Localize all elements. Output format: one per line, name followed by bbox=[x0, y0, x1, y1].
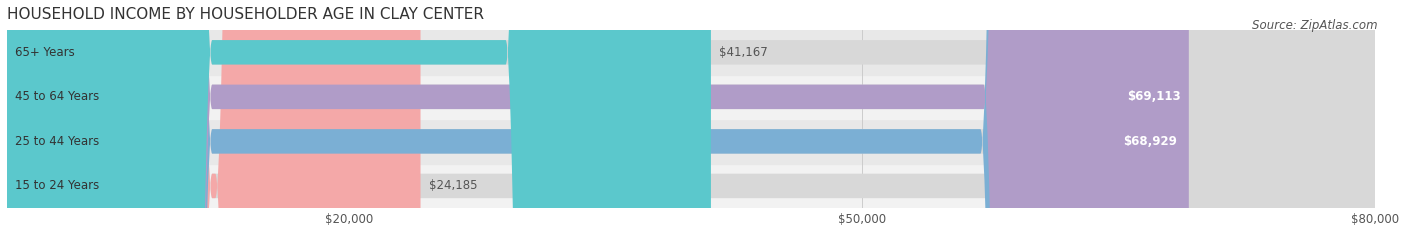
FancyBboxPatch shape bbox=[7, 0, 1375, 233]
Text: $41,167: $41,167 bbox=[720, 46, 768, 59]
Bar bbox=[7, 119, 1375, 164]
FancyBboxPatch shape bbox=[7, 0, 420, 233]
Text: 45 to 64 Years: 45 to 64 Years bbox=[15, 90, 100, 103]
Bar bbox=[7, 75, 1375, 119]
FancyBboxPatch shape bbox=[7, 0, 1375, 233]
Bar bbox=[7, 164, 1375, 208]
Text: $68,929: $68,929 bbox=[1123, 135, 1177, 148]
FancyBboxPatch shape bbox=[7, 0, 1189, 233]
Text: HOUSEHOLD INCOME BY HOUSEHOLDER AGE IN CLAY CENTER: HOUSEHOLD INCOME BY HOUSEHOLDER AGE IN C… bbox=[7, 7, 484, 22]
Text: $69,113: $69,113 bbox=[1126, 90, 1180, 103]
Bar bbox=[7, 30, 1375, 75]
Text: Source: ZipAtlas.com: Source: ZipAtlas.com bbox=[1253, 19, 1378, 32]
Text: 15 to 24 Years: 15 to 24 Years bbox=[15, 179, 100, 192]
FancyBboxPatch shape bbox=[7, 0, 1375, 233]
FancyBboxPatch shape bbox=[7, 0, 1185, 233]
Text: $24,185: $24,185 bbox=[429, 179, 478, 192]
FancyBboxPatch shape bbox=[7, 0, 711, 233]
FancyBboxPatch shape bbox=[7, 0, 1375, 233]
Text: 25 to 44 Years: 25 to 44 Years bbox=[15, 135, 100, 148]
Text: 65+ Years: 65+ Years bbox=[15, 46, 76, 59]
